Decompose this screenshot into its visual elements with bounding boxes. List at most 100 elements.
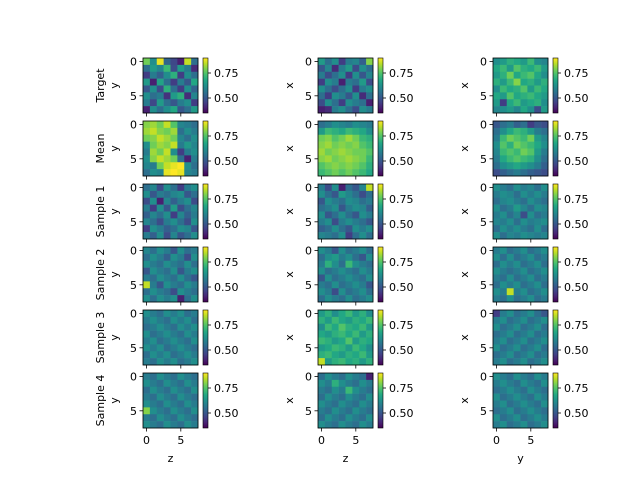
heatmap-cell (513, 323, 521, 331)
heatmap-cell (170, 162, 178, 170)
heatmap-cell (493, 247, 501, 255)
heatmap-cell (359, 58, 367, 66)
heatmap-cell (324, 190, 333, 199)
y-tick-label: 5 (130, 90, 137, 103)
heatmap-cell (191, 407, 199, 415)
heatmap-cell (338, 288, 346, 296)
heatmap-cell (352, 267, 360, 275)
heatmap-cell (149, 78, 158, 86)
heatmap-cell (513, 295, 521, 303)
heatmap-cell (541, 351, 549, 359)
heatmap-cell (143, 127, 151, 136)
heatmap-cell (163, 337, 171, 345)
heatmap-cell (324, 407, 333, 415)
heatmap-cell (345, 379, 353, 388)
heatmap-cell (359, 204, 367, 212)
heatmap-cell (318, 211, 326, 219)
heatmap-cell (177, 148, 185, 156)
heatmap-cell (331, 330, 339, 338)
heatmap-cell (318, 253, 326, 262)
heatmap-cell (191, 169, 199, 177)
row-label: Sample 3 (94, 312, 107, 364)
heatmap-cell (345, 323, 353, 331)
heatmap-cell (170, 393, 178, 401)
heatmap-cell (156, 211, 164, 219)
colorbar (202, 183, 209, 240)
heatmap-cell (177, 232, 185, 240)
heatmap-cell (149, 225, 158, 233)
heatmap-cell (338, 386, 346, 394)
heatmap-cell (352, 379, 360, 388)
y-axis-label: y (108, 82, 121, 89)
heatmap-cell (338, 260, 346, 268)
heatmap-cell (506, 400, 514, 408)
heatmap-cell (149, 232, 158, 240)
heatmap-cell (534, 288, 542, 296)
heatmap-cell (506, 414, 514, 422)
heatmap-cell (163, 344, 171, 352)
heatmap-cell (170, 58, 178, 66)
heatmap-cell (191, 288, 199, 296)
heatmap-cell (163, 295, 171, 303)
heatmap-cell (352, 71, 360, 79)
heatmap-cell (541, 162, 549, 170)
heatmap-cell (534, 64, 542, 73)
heatmap-cell (359, 99, 367, 107)
heatmap-cell (345, 92, 353, 100)
heatmap-cell (156, 358, 164, 366)
heatmap-cell (534, 330, 542, 338)
heatmap-cell (156, 247, 164, 255)
heatmap-cell (506, 232, 514, 240)
y-tick-label: 5 (480, 153, 487, 166)
heatmap-cell (352, 351, 360, 359)
heatmap-cell (541, 295, 549, 303)
heatmap-cell (527, 373, 535, 381)
heatmap-cell (506, 421, 514, 429)
heatmap-cell (324, 106, 333, 114)
heatmap-cell (191, 190, 199, 199)
heatmap-cell (177, 274, 185, 282)
heatmap-cell (359, 190, 367, 199)
heatmap-cell (541, 141, 549, 149)
heatmap-cell (177, 190, 185, 199)
heatmap-cell (318, 71, 326, 79)
heatmap-cell (506, 184, 514, 192)
heatmap-cell (352, 400, 360, 408)
heatmap-cell (534, 274, 542, 282)
heatmap-cell (191, 373, 199, 381)
heatmap-cell (170, 134, 178, 142)
heatmap-cell (156, 274, 164, 282)
heatmap-cell (506, 274, 514, 282)
heatmap-cell (156, 316, 164, 325)
heatmap-cell (345, 330, 353, 338)
heatmap-cell (143, 274, 151, 282)
heatmap-cell (331, 344, 339, 352)
colorbar-tick-label: 0.50 (564, 155, 589, 168)
heatmap-cell (177, 337, 185, 345)
colorbar (377, 183, 384, 240)
heatmap-cell (513, 211, 521, 219)
x-tick-label: 5 (527, 434, 534, 447)
heatmap-cell (359, 295, 367, 303)
heatmap-cell (156, 64, 164, 73)
heatmap-cell (366, 190, 374, 199)
heatmap-cell (493, 169, 501, 177)
heatmap-cell (513, 225, 521, 233)
heatmap-cell (143, 323, 151, 331)
y-axis-label: x (283, 82, 296, 89)
heatmap-cell (527, 71, 535, 79)
heatmap-cell (184, 253, 192, 262)
heatmap-cell (352, 127, 360, 136)
heatmap-cell (324, 400, 333, 408)
heatmap-cell (318, 64, 326, 73)
heatmap-cell (499, 106, 508, 114)
heatmap-cell (331, 310, 339, 318)
heatmap-cell (534, 247, 542, 255)
heatmap-cell (318, 400, 326, 408)
heatmap-cell (345, 260, 353, 268)
heatmap-cell (520, 351, 528, 359)
heatmap-cell (318, 288, 326, 296)
heatmap-cell (177, 267, 185, 275)
heatmap-cell (366, 316, 374, 325)
heatmap-cell (163, 190, 171, 199)
